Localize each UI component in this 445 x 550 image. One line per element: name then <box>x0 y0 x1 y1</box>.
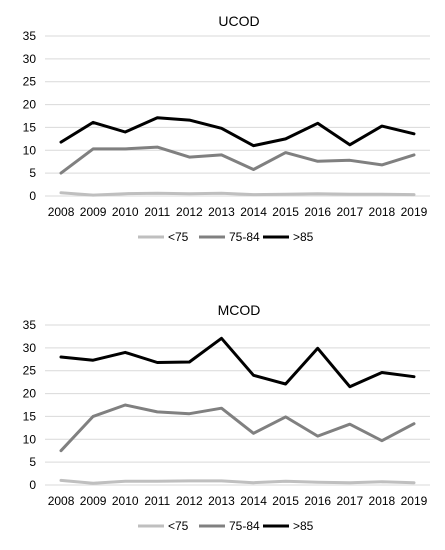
y-tick-label: 30 <box>23 341 37 355</box>
x-tick-label: 2008 <box>48 494 75 508</box>
chart-title: UCOD <box>218 13 259 29</box>
x-tick-label: 2013 <box>208 494 235 508</box>
y-tick-label: 25 <box>23 364 37 378</box>
y-tick-label: 35 <box>23 318 37 332</box>
legend-label: >85 <box>293 230 314 244</box>
y-tick-label: 25 <box>23 75 37 89</box>
legend-label: <75 <box>168 230 189 244</box>
x-tick-label: 2014 <box>240 494 267 508</box>
y-tick-label: 0 <box>29 478 36 492</box>
series-line-75-84 <box>59 403 416 453</box>
chart-title: MCOD <box>218 302 261 318</box>
x-tick-label: 2017 <box>336 205 363 219</box>
x-tick-label: 2016 <box>304 494 331 508</box>
x-tick-label: 2009 <box>80 205 107 219</box>
y-tick-label: 10 <box>23 432 37 446</box>
legend-label: 75-84 <box>229 230 260 244</box>
x-tick-label: 2016 <box>304 205 331 219</box>
y-tick-label: 15 <box>23 409 37 423</box>
y-tick-label: 10 <box>23 143 37 157</box>
x-tick-label: 2014 <box>240 205 267 219</box>
legend-label: <75 <box>168 519 189 533</box>
series-line-75 <box>59 191 416 197</box>
x-tick-label: 2011 <box>144 494 170 508</box>
y-tick-label: 20 <box>23 387 37 401</box>
series-line-75-84 <box>59 145 416 175</box>
x-tick-label: 2015 <box>272 494 299 508</box>
series-line-85 <box>59 116 416 148</box>
y-tick-label: 15 <box>23 120 37 134</box>
x-tick-label: 2018 <box>369 494 396 508</box>
x-tick-label: 2009 <box>80 494 107 508</box>
series-line-85 <box>59 336 416 389</box>
y-tick-label: 20 <box>23 98 37 112</box>
x-tick-label: 2019 <box>401 494 428 508</box>
mcod-chart: MCOD 0 5 10 15 20 25 30 35 2008 2009 2010 2011 2012 2… <box>23 302 430 533</box>
y-tick-label: 5 <box>29 455 36 469</box>
x-tick-label: 2012 <box>176 494 203 508</box>
y-tick-label: 30 <box>23 52 37 66</box>
x-tick-label: 2013 <box>208 205 235 219</box>
x-tick-label: 2011 <box>144 205 170 219</box>
x-tick-label: 2019 <box>401 205 428 219</box>
x-tick-label: 2012 <box>176 205 203 219</box>
y-tick-label: 0 <box>29 189 36 203</box>
x-tick-label: 2017 <box>336 494 363 508</box>
y-tick-label: 5 <box>29 166 36 180</box>
series-line-75 <box>59 478 416 485</box>
x-tick-label: 2010 <box>112 494 139 508</box>
ucod-chart: UCOD 0 5 10 15 20 25 30 35 2008 2009 2010 2011 2012 2… <box>23 13 430 244</box>
legend-label: >85 <box>293 519 314 533</box>
x-tick-label: 2008 <box>48 205 75 219</box>
legend-label: 75-84 <box>229 519 260 533</box>
x-tick-label: 2010 <box>112 205 139 219</box>
x-tick-label: 2018 <box>369 205 396 219</box>
y-tick-label: 35 <box>23 29 37 43</box>
x-tick-label: 2015 <box>272 205 299 219</box>
